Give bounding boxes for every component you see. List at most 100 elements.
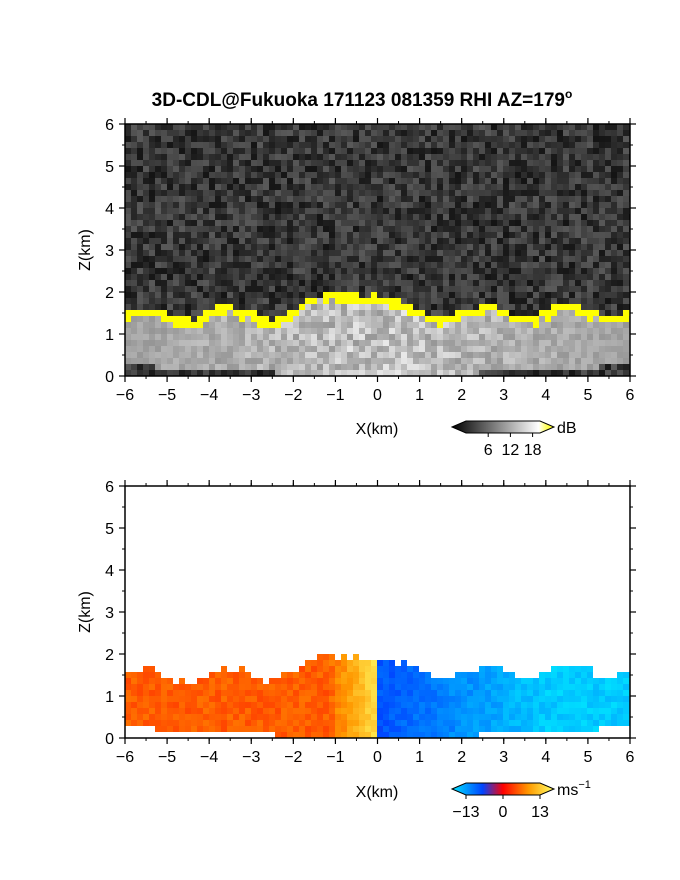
intensity-heat-cell xyxy=(479,196,485,202)
intensity-heat-cell xyxy=(533,322,539,328)
intensity-heat-cell xyxy=(587,214,593,220)
intensity-heat-cell xyxy=(455,250,461,256)
intensity-heat-cell xyxy=(347,214,353,220)
intensity-heat-cell xyxy=(371,196,377,202)
intensity-heat-cell xyxy=(455,286,461,292)
velocity-heat-cell xyxy=(449,696,455,702)
intensity-heat-cell xyxy=(155,154,161,160)
intensity-heat-cell xyxy=(377,358,383,364)
intensity-heat-cell xyxy=(527,172,533,178)
intensity-heat-cell xyxy=(233,220,239,226)
velocity-heat-cell xyxy=(323,696,329,702)
intensity-heat-cell xyxy=(365,292,371,298)
intensity-heat-cell xyxy=(389,202,395,208)
intensity-heat-cell xyxy=(473,178,479,184)
velocity-heat-cell xyxy=(203,720,209,726)
intensity-heat-cell xyxy=(527,196,533,202)
velocity-heat-cell xyxy=(425,702,431,708)
intensity-heat-cell xyxy=(539,232,545,238)
intensity-heat-cell xyxy=(419,208,425,214)
intensity-heat-cell xyxy=(389,166,395,172)
intensity-heat-cell xyxy=(203,172,209,178)
intensity-heat-cell xyxy=(251,310,257,316)
intensity-heat-cell xyxy=(527,244,533,250)
intensity-heat-cell xyxy=(161,364,167,370)
velocity-heat-cell xyxy=(179,684,185,690)
intensity-heat-cell xyxy=(461,190,467,196)
intensity-heat-cell xyxy=(413,316,419,322)
intensity-heat-cell xyxy=(347,154,353,160)
intensity-heat-cell xyxy=(275,160,281,166)
intensity-heat-cell xyxy=(287,298,293,304)
velocity-heat-cell xyxy=(461,696,467,702)
intensity-heat-cell xyxy=(431,214,437,220)
intensity-heat-cell xyxy=(413,172,419,178)
velocity-heat-cell xyxy=(473,732,479,738)
intensity-heat-cell xyxy=(389,232,395,238)
intensity-heat-cell xyxy=(377,310,383,316)
intensity-heat-cell xyxy=(137,172,143,178)
intensity-heat-cell xyxy=(179,292,185,298)
intensity-heat-cell xyxy=(479,142,485,148)
intensity-heat-cell xyxy=(275,292,281,298)
intensity-heat-cell xyxy=(521,136,527,142)
intensity-heat-cell xyxy=(203,232,209,238)
intensity-heat-cell xyxy=(359,238,365,244)
intensity-heat-cell xyxy=(401,292,407,298)
intensity-heat-cell xyxy=(533,214,539,220)
intensity-heat-cell xyxy=(191,352,197,358)
intensity-heat-cell xyxy=(425,136,431,142)
velocity-heat-cell xyxy=(407,696,413,702)
intensity-heat-cell xyxy=(551,238,557,244)
intensity-heat-cell xyxy=(185,358,191,364)
intensity-heat-cell xyxy=(599,220,605,226)
intensity-heat-cell xyxy=(377,346,383,352)
intensity-heat-cell xyxy=(539,298,545,304)
velocity-heat-cell xyxy=(581,678,587,684)
velocity-heat-cell xyxy=(173,726,179,732)
intensity-heat-cell xyxy=(599,190,605,196)
intensity-heat-cell xyxy=(593,268,599,274)
velocity-heat-cell xyxy=(245,714,251,720)
intensity-heat-cell xyxy=(365,244,371,250)
intensity-heat-cell xyxy=(305,124,311,130)
velocity-heat-cell xyxy=(575,714,581,720)
intensity-heat-cell xyxy=(335,364,341,370)
intensity-heat-cell xyxy=(137,178,143,184)
intensity-heat-cell xyxy=(311,304,317,310)
intensity-heat-cell xyxy=(611,184,617,190)
velocity-heat-cell xyxy=(557,702,563,708)
intensity-heat-cell xyxy=(323,340,329,346)
intensity-heat-cell xyxy=(167,142,173,148)
velocity-heat-cell xyxy=(155,720,161,726)
intensity-heat-cell xyxy=(341,220,347,226)
velocity-heat-cell xyxy=(395,732,401,738)
velocity-heat-cell xyxy=(497,702,503,708)
velocity-heat-cell xyxy=(533,690,539,696)
intensity-heat-cell xyxy=(401,298,407,304)
velocity-heat-cell xyxy=(149,720,155,726)
intensity-heat-cell xyxy=(365,232,371,238)
intensity-heat-cell xyxy=(251,334,257,340)
intensity-heat-cell xyxy=(389,256,395,262)
intensity-heat-cell xyxy=(437,226,443,232)
intensity-heat-cell xyxy=(221,262,227,268)
intensity-heat-cell xyxy=(545,178,551,184)
velocity-heat-cell xyxy=(389,732,395,738)
intensity-heat-cell xyxy=(245,142,251,148)
intensity-heat-cell xyxy=(263,148,269,154)
intensity-heat-cell xyxy=(545,364,551,370)
intensity-heat-cell xyxy=(557,208,563,214)
intensity-heat-cell xyxy=(131,370,137,376)
intensity-heat-cell xyxy=(431,370,437,376)
intensity-heat-cell xyxy=(203,154,209,160)
velocity-y-tick-label: 3 xyxy=(105,605,114,622)
velocity-heat-cell xyxy=(299,666,305,672)
intensity-heat-cell xyxy=(287,202,293,208)
intensity-heat-cell xyxy=(401,262,407,268)
velocity-heat-cell xyxy=(449,720,455,726)
intensity-heat-cell xyxy=(287,232,293,238)
intensity-heat-cell xyxy=(287,148,293,154)
velocity-heat-cell xyxy=(521,702,527,708)
intensity-heat-cell xyxy=(263,304,269,310)
